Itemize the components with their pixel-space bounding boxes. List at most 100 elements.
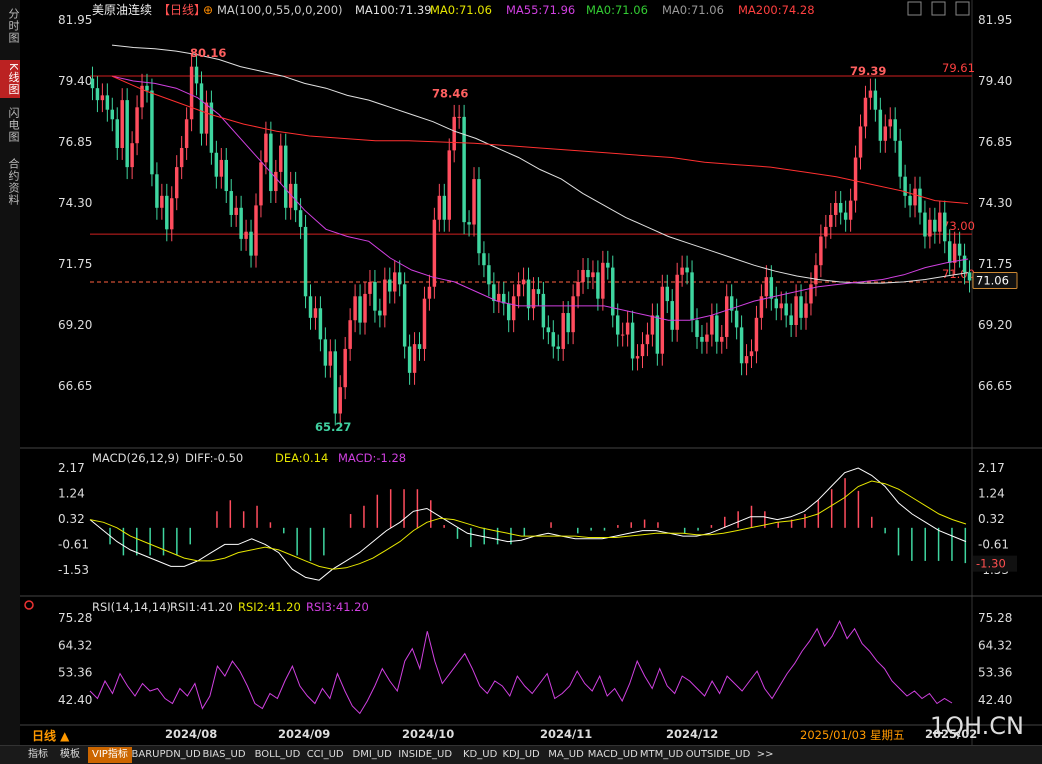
candle-body bbox=[645, 334, 650, 345]
macd-tick-right: -0.61 bbox=[978, 538, 1009, 552]
candle-body bbox=[174, 167, 179, 199]
candle-body bbox=[388, 279, 392, 292]
price-tick-left: 79.40 bbox=[58, 74, 92, 88]
window-control-2[interactable] bbox=[955, 1, 970, 16]
indicator-tab--[interactable]: >> bbox=[756, 749, 774, 760]
candle-body bbox=[878, 109, 883, 141]
candle-body bbox=[774, 298, 779, 309]
candle-body bbox=[938, 212, 942, 232]
candle-body bbox=[908, 195, 912, 206]
candle-body bbox=[843, 212, 848, 220]
price-tick-right: 76.85 bbox=[978, 135, 1012, 149]
candle-body bbox=[135, 107, 139, 144]
chart-title: 美原油连续 bbox=[92, 2, 152, 17]
candle-body bbox=[640, 344, 645, 357]
candle-body bbox=[571, 296, 575, 333]
candle-body bbox=[145, 85, 149, 91]
rsi3-value: RSI3:41.20 bbox=[306, 600, 369, 614]
candle-body bbox=[581, 269, 585, 282]
left-tab-0[interactable]: 分时图 bbox=[7, 8, 20, 44]
candle-body bbox=[358, 296, 362, 323]
indicator-tab-macd-ud[interactable]: MACD_UD bbox=[587, 749, 638, 760]
candle-body bbox=[373, 281, 377, 311]
candle-body bbox=[586, 269, 590, 278]
left-tab-3[interactable]: 合约资料 bbox=[7, 158, 20, 206]
last-price-text: 71.06 bbox=[976, 274, 1009, 288]
candle-body bbox=[724, 296, 729, 337]
price-tick-left: 69.20 bbox=[58, 318, 92, 332]
window-control-0[interactable] bbox=[907, 1, 922, 16]
candle-body bbox=[497, 293, 501, 302]
candle-body bbox=[244, 231, 248, 239]
candle-body bbox=[179, 147, 184, 168]
indicator-tab-mtm-ud[interactable]: MTM_UD bbox=[639, 749, 684, 760]
candle-body bbox=[363, 293, 367, 323]
ma100-line bbox=[111, 44, 969, 284]
candle-body bbox=[150, 90, 154, 175]
candle-body bbox=[165, 195, 169, 230]
candle-body bbox=[824, 226, 828, 237]
candle-body bbox=[422, 298, 427, 349]
candle-body bbox=[224, 159, 228, 192]
rsi-tick-left: 64.32 bbox=[58, 638, 92, 652]
candle-body bbox=[541, 293, 546, 328]
indicator-tab-outside-ud[interactable]: OUTSIDE_UD bbox=[685, 749, 751, 760]
candle-body bbox=[432, 219, 437, 287]
rsi-settings-icon bbox=[24, 600, 34, 610]
chart-canvas[interactable]: 美原油连续 【日线】⊕ MA(100,0,55,0,0,200) MA100:71.3… bbox=[20, 0, 1042, 745]
candle-body bbox=[442, 195, 447, 220]
indicator-tab--[interactable]: 指标 bbox=[28, 749, 48, 760]
hline-label-0: 79.61 bbox=[942, 61, 975, 75]
indicator-tab-cci-ud[interactable]: CCI_UD bbox=[306, 749, 344, 760]
candle-body bbox=[155, 174, 159, 208]
indicator-tab-kdj-ud[interactable]: KDJ_UD bbox=[502, 749, 540, 760]
candle-body bbox=[650, 315, 655, 335]
chart-background bbox=[20, 0, 1042, 745]
candle-body bbox=[239, 207, 243, 239]
candle-body bbox=[353, 296, 357, 321]
candle-body bbox=[685, 267, 689, 273]
candle-body bbox=[734, 310, 739, 328]
macd-tick-left: 2.17 bbox=[58, 461, 85, 475]
candle-body bbox=[417, 344, 422, 349]
rsi-tick-right: 42.40 bbox=[978, 693, 1012, 707]
candle-body bbox=[105, 95, 110, 110]
indicator-tab-boll-ud[interactable]: BOLL_UD bbox=[254, 749, 301, 760]
indicator-tab-barupdn-ud[interactable]: BARUPDN_UD bbox=[131, 749, 201, 760]
candle-body bbox=[95, 88, 100, 101]
candle-body bbox=[868, 90, 873, 98]
price-tick-left: 74.30 bbox=[58, 196, 92, 210]
candle-body bbox=[943, 212, 947, 242]
indicator-tab-dmi-ud[interactable]: DMI_UD bbox=[352, 749, 392, 760]
left-tab-1[interactable]: K线图 bbox=[0, 60, 20, 98]
candle-body bbox=[487, 265, 491, 285]
candle-body bbox=[348, 320, 352, 349]
indicator-tab-ma-ud[interactable]: MA_UD bbox=[548, 749, 584, 760]
candle-body bbox=[283, 145, 288, 208]
indicator-tab-inside-ud[interactable]: INSIDE_UD bbox=[398, 749, 453, 760]
indicator-tab-vip-[interactable]: VIP指标 bbox=[88, 747, 132, 763]
left-tab-2[interactable]: 闪电图 bbox=[7, 107, 20, 143]
macd-tick-left: -1.53 bbox=[58, 563, 89, 577]
window-control-1[interactable] bbox=[931, 1, 946, 16]
candle-body bbox=[729, 296, 734, 311]
candle-body bbox=[333, 351, 338, 414]
indicator-tab-bias-ud[interactable]: BIAS_UD bbox=[202, 749, 246, 760]
indicator-tab-kd-ud[interactable]: KD_UD bbox=[463, 749, 498, 760]
candle-body bbox=[576, 281, 580, 297]
candle-body bbox=[670, 301, 674, 330]
watermark: 1QH.CN bbox=[929, 712, 1024, 740]
indicator-tab--[interactable]: 模板 bbox=[60, 749, 80, 760]
candle-body bbox=[328, 351, 333, 366]
candle-body bbox=[675, 274, 679, 330]
candle-body bbox=[615, 315, 620, 335]
candle-body bbox=[962, 255, 967, 273]
candle-body bbox=[383, 279, 387, 316]
candle-body bbox=[511, 296, 516, 321]
candle-body bbox=[764, 277, 769, 297]
candle-body bbox=[913, 188, 917, 206]
candle-body bbox=[412, 344, 417, 373]
candle-body bbox=[521, 279, 526, 285]
price-tick-right: 66.65 bbox=[978, 379, 1012, 393]
candle-body bbox=[759, 296, 764, 318]
